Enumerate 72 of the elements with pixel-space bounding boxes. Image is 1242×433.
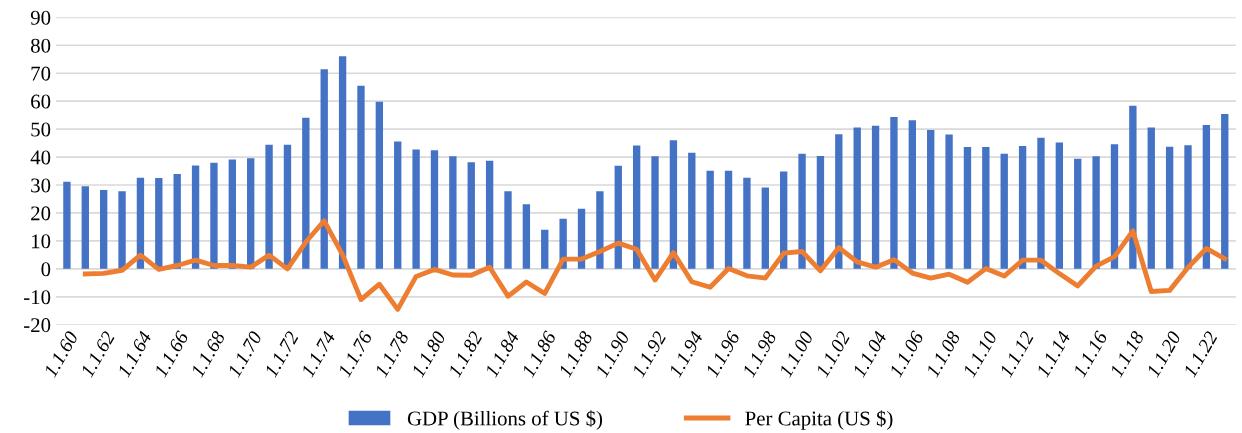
bar xyxy=(1202,124,1211,269)
bar xyxy=(302,117,310,269)
bar xyxy=(1092,156,1100,269)
bar xyxy=(504,191,512,269)
bar xyxy=(816,155,825,269)
bar xyxy=(173,174,181,269)
bar xyxy=(1184,145,1192,269)
bar xyxy=(963,147,972,269)
bar xyxy=(743,177,751,269)
legend-label: Per Capita (US $) xyxy=(745,410,893,430)
bar xyxy=(81,186,89,269)
bar xyxy=(890,117,898,269)
bar xyxy=(191,165,200,269)
y-tick-label: 30 xyxy=(31,178,51,193)
y-tick-label: 60 xyxy=(31,94,51,109)
bar xyxy=(320,69,328,269)
bar xyxy=(210,162,218,269)
bar xyxy=(908,120,916,269)
bar xyxy=(338,56,347,269)
y-tick-label: 10 xyxy=(32,234,51,249)
bar xyxy=(632,145,641,269)
bar xyxy=(357,85,365,269)
bar xyxy=(467,162,475,269)
bar xyxy=(1165,146,1174,269)
line-series xyxy=(82,218,1228,312)
bar xyxy=(927,129,935,269)
y-tick-label: 70 xyxy=(31,66,51,81)
bar xyxy=(375,101,384,269)
bar xyxy=(982,147,990,269)
bar xyxy=(155,178,163,269)
bar xyxy=(724,170,733,269)
bar xyxy=(688,152,696,269)
bar xyxy=(485,160,494,269)
bar xyxy=(522,204,531,269)
y-tick-label: 50 xyxy=(31,122,51,137)
bar xyxy=(247,158,255,269)
y-tick-label: 80 xyxy=(30,38,51,53)
y-tick-label: -10 xyxy=(24,290,51,305)
bar xyxy=(1129,105,1137,269)
legend-label: GDP (Billions of US $) xyxy=(407,410,603,430)
y-tick-label: 0 xyxy=(41,262,51,277)
bar xyxy=(1147,127,1155,269)
bar xyxy=(706,170,714,269)
bar xyxy=(118,191,126,269)
bar xyxy=(394,141,402,269)
bar xyxy=(614,165,622,269)
bar xyxy=(1018,145,1027,269)
bar xyxy=(596,191,604,269)
bar xyxy=(945,134,953,269)
y-tick-label: -20 xyxy=(24,318,51,333)
bar xyxy=(265,144,273,269)
bar xyxy=(449,156,457,269)
bar xyxy=(835,134,843,269)
bar xyxy=(1110,144,1119,269)
bar xyxy=(412,149,420,269)
bar xyxy=(761,187,769,269)
y-tick-label: 40 xyxy=(30,150,51,165)
bar xyxy=(541,229,549,269)
bar xyxy=(798,153,806,269)
bar xyxy=(651,156,659,269)
y-tick-label: 90 xyxy=(30,10,51,25)
bar xyxy=(100,190,108,269)
bar xyxy=(430,150,439,269)
bar xyxy=(1074,158,1082,269)
bar xyxy=(1000,153,1008,269)
y-tick-label: 20 xyxy=(31,206,51,221)
bar xyxy=(63,181,71,269)
bar xyxy=(228,159,236,269)
bar xyxy=(853,127,861,269)
bar xyxy=(1221,114,1229,269)
bar xyxy=(1037,137,1045,269)
bar xyxy=(1055,142,1064,269)
